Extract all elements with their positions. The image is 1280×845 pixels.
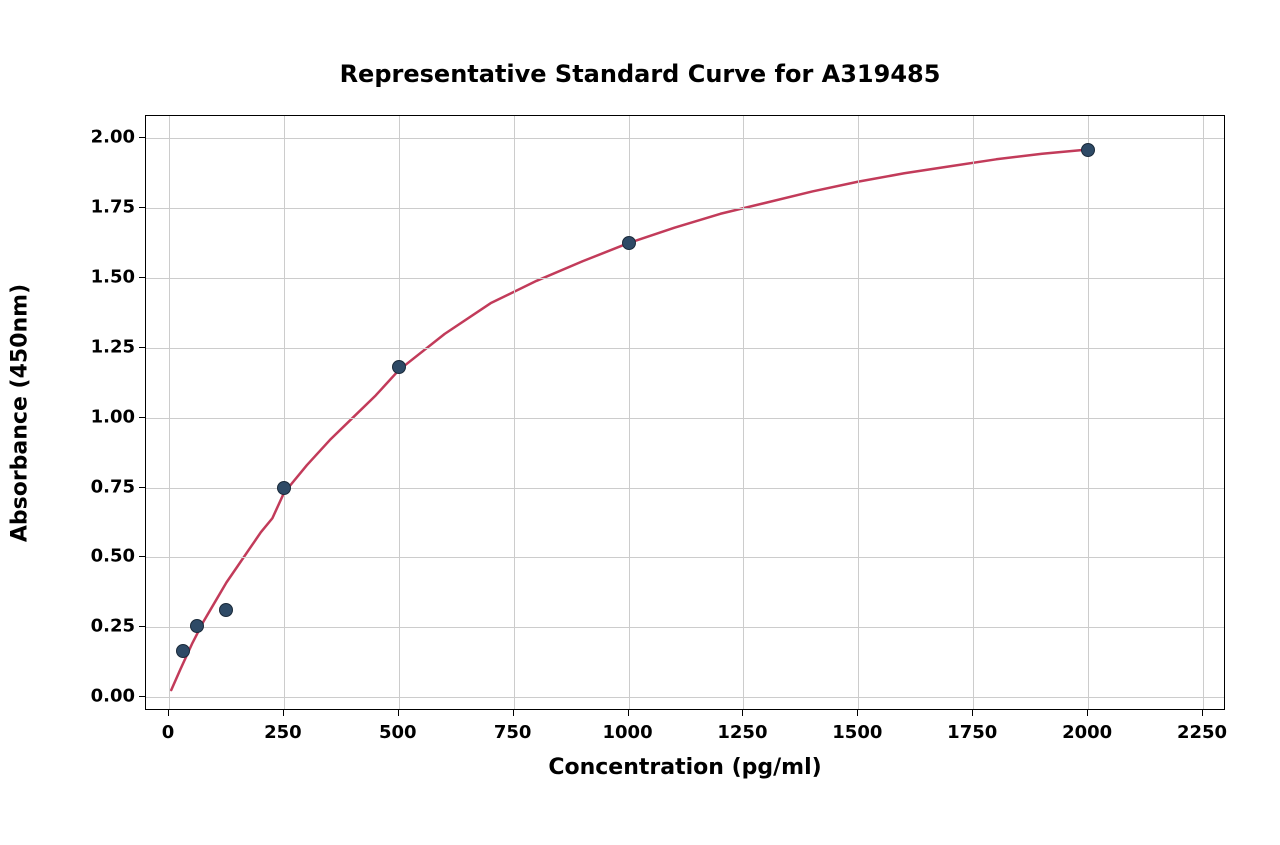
x-tick-label: 500 [379,722,417,743]
data-point [622,236,636,250]
grid-line-horizontal [146,418,1224,419]
grid-line-vertical [1203,116,1204,709]
y-tick-label: 2.00 [85,127,135,148]
x-tick [398,710,399,716]
y-tick-label: 0.00 [85,686,135,707]
grid-line-vertical [284,116,285,709]
y-axis-label: Absorbance (450nm) [8,283,33,541]
y-tick-label: 1.25 [85,336,135,357]
fitted-curve [146,116,1226,711]
x-tick [857,710,858,716]
x-tick-label: 1250 [717,722,767,743]
grid-line-horizontal [146,627,1224,628]
data-point [1081,143,1095,157]
x-tick [1202,710,1203,716]
y-tick [139,696,145,697]
grid-line-vertical [973,116,974,709]
x-tick [1087,710,1088,716]
x-tick-label: 1000 [602,722,652,743]
y-tick-label: 1.00 [85,406,135,427]
data-point [176,644,190,658]
chart-title: Representative Standard Curve for A31948… [0,60,1280,88]
chart-container: Representative Standard Curve for A31948… [0,0,1280,845]
x-tick-label: 2000 [1062,722,1112,743]
x-axis-label: Concentration (pg/ml) [145,755,1225,780]
grid-line-vertical [399,116,400,709]
y-tick [139,277,145,278]
y-tick-label: 1.75 [85,197,135,218]
x-tick [628,710,629,716]
y-tick-label: 0.75 [85,476,135,497]
grid-line-horizontal [146,138,1224,139]
y-tick-label: 0.25 [85,616,135,637]
grid-line-vertical [514,116,515,709]
grid-line-horizontal [146,348,1224,349]
grid-line-horizontal [146,697,1224,698]
grid-line-horizontal [146,278,1224,279]
data-point [277,481,291,495]
grid-line-vertical [629,116,630,709]
grid-line-horizontal [146,488,1224,489]
y-tick-label: 0.50 [85,546,135,567]
grid-line-vertical [1088,116,1089,709]
y-tick [139,626,145,627]
grid-line-horizontal [146,208,1224,209]
x-tick-label: 750 [494,722,532,743]
x-tick [283,710,284,716]
y-tick [139,137,145,138]
x-tick [972,710,973,716]
data-point [392,360,406,374]
grid-line-vertical [858,116,859,709]
data-point [219,603,233,617]
x-tick [513,710,514,716]
x-tick-label: 250 [264,722,302,743]
y-tick [139,347,145,348]
grid-line-horizontal [146,557,1224,558]
plot-area [145,115,1225,710]
x-tick-label: 0 [162,722,175,743]
grid-line-vertical [743,116,744,709]
x-tick [742,710,743,716]
data-point [190,619,204,633]
grid-line-vertical [169,116,170,709]
x-tick-label: 1500 [832,722,882,743]
y-tick [139,207,145,208]
y-tick [139,556,145,557]
y-tick-label: 1.50 [85,267,135,288]
y-tick [139,487,145,488]
x-tick [168,710,169,716]
x-tick-label: 1750 [947,722,997,743]
y-tick [139,417,145,418]
x-tick-label: 2250 [1177,722,1227,743]
